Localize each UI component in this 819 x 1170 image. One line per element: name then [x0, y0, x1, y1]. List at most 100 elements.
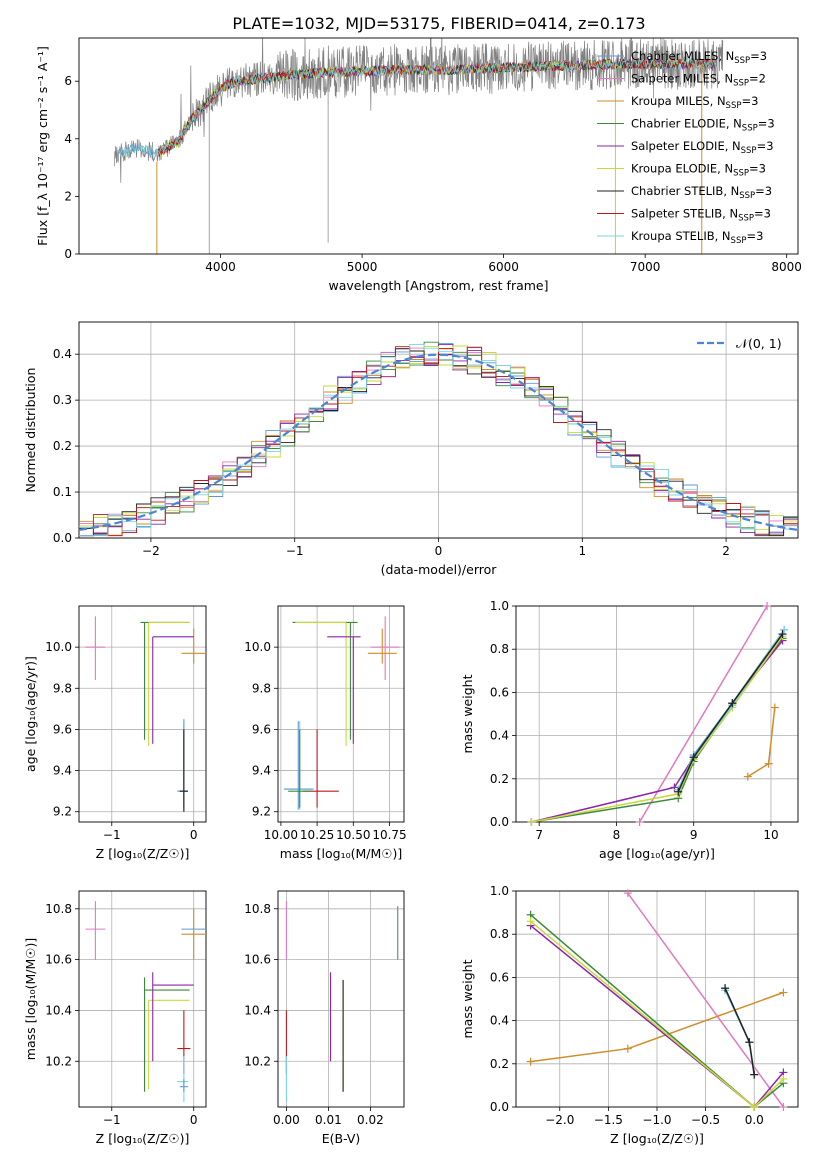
- x-tick-label: 0.01: [315, 1113, 342, 1127]
- y-tick-label: 0.2: [490, 1057, 509, 1071]
- axes-weight_vs_Z: −2.0 −1.5 −1.0 −0.5 0.0 0.0 0.2 0.4 0.6 0.8 1.0 Z […: [460, 884, 799, 1146]
- legend-label: Salpeter MILES, NSSP=2: [631, 72, 766, 89]
- x-axis-label: mass [log₁₀(M/M☉)]: [280, 846, 402, 861]
- y-tick-label: 0.3: [53, 393, 72, 407]
- axes-mass_vs_Z: −1 0 10.2 10.4 10.6 10.8 Z [log₁₀(Z/Z☉)] mass […: [23, 890, 207, 1146]
- errorbars-age_vs_Z: [85, 616, 206, 812]
- x-tick-label: 2: [722, 544, 730, 558]
- y-tick-label: 0.8: [490, 927, 509, 941]
- y-tick-label: 0.0: [53, 531, 72, 545]
- x-axis-label: Z [log₁₀(Z/Z☉)]: [96, 846, 190, 861]
- y-tick-label: 10.4: [45, 1003, 72, 1017]
- legend-label: Chabrier MILES, NSSP=3: [631, 49, 767, 66]
- axes-frame: [277, 890, 405, 1108]
- x-tick-label: 7: [535, 828, 543, 842]
- weight-line: [677, 633, 784, 793]
- y-tick-label: 4: [64, 132, 72, 146]
- axes-frame: [515, 605, 799, 823]
- y-tick-label: 6: [64, 74, 72, 88]
- y-tick-label: 10.6: [45, 953, 72, 967]
- y-tick-label: 1.0: [490, 599, 509, 613]
- axes-age_vs_Z: −1 0 9.2 9.4 9.6 9.8 10.0 Z [log₁₀(Z/Z☉)] age [l…: [23, 605, 207, 861]
- axes-frame: [78, 605, 207, 823]
- y-tick-label: 0.2: [490, 772, 509, 786]
- x-tick-label: 10.50: [336, 828, 370, 842]
- spectrum-legend: Chabrier MILES, NSSP=3 Salpeter MILES, NS…: [597, 49, 775, 246]
- x-tick-label: 8: [613, 828, 621, 842]
- y-tick-label: 0.6: [490, 970, 509, 984]
- y-tick-label: 10.0: [244, 640, 271, 654]
- legend-label: Kroupa ELODIE, NSSP=3: [631, 162, 766, 179]
- y-tick-label: 9.2: [53, 805, 72, 819]
- y-tick-label: 10.2: [45, 1054, 72, 1068]
- x-tick-label: 0: [190, 828, 198, 842]
- legend-label: Chabrier ELODIE, NSSP=3: [631, 117, 775, 134]
- weight-line: [531, 635, 784, 823]
- y-tick-label: 10.8: [45, 902, 72, 916]
- x-tick-label: 0.0: [745, 1113, 764, 1127]
- x-tick-label: −2: [142, 544, 160, 558]
- x-tick-label: −2.0: [545, 1113, 574, 1127]
- errorbars-mass_vs_Z: [85, 901, 206, 1102]
- y-tick-label: 0.4: [53, 347, 72, 361]
- axes-weight_vs_age: 7 8 9 10 0.0 0.2 0.4 0.6 0.8 1.0 age [log₁₀(age/yr…: [460, 599, 799, 861]
- x-tick-label: 4000: [205, 260, 236, 274]
- y-tick-label: 0: [64, 247, 72, 261]
- y-tick-label: 10.2: [244, 1054, 271, 1068]
- axes-frame: [515, 890, 799, 1108]
- y-tick-label: 0.4: [490, 1014, 509, 1028]
- y-tick-label: 9.6: [53, 722, 72, 736]
- x-tick-label: 10: [763, 828, 778, 842]
- figure-title: PLATE=1032, MJD=53175, FIBERID=0414, z=0…: [232, 14, 645, 33]
- x-tick-label: 1: [578, 544, 586, 558]
- y-tick-label: 0.0: [490, 1100, 509, 1114]
- x-tick-label: 0: [435, 544, 443, 558]
- y-tick-label: 10.0: [45, 640, 72, 654]
- y-tick-label: 9.8: [53, 681, 72, 695]
- x-tick-label: −1: [103, 1113, 121, 1127]
- x-tick-label: 10.25: [300, 828, 334, 842]
- axes-frame: [78, 890, 207, 1108]
- x-tick-label: 8000: [771, 260, 802, 274]
- y-axis-label: Normed distribution: [23, 368, 38, 493]
- y-tick-label: 0.4: [490, 729, 509, 743]
- histogram-step: [79, 343, 798, 537]
- y-axis-label: age [log₁₀(age/yr)]: [23, 656, 38, 772]
- model-fit-line: [158, 58, 716, 157]
- histogram-step: [79, 346, 798, 537]
- x-tick-label: 10.00: [264, 828, 298, 842]
- y-tick-label: 0.6: [490, 685, 509, 699]
- histograms: 𝒩(0, 1): [78, 336, 799, 537]
- axes-age_vs_mass: 10.00 10.25 10.50 10.75 9.2 9.4 9.6 9.8 10.0 mass…: [244, 605, 407, 861]
- y-axis-label: mass weight: [460, 959, 475, 1038]
- axes-spectrum: 4000 5000 6000 7000 8000 0 2 4 6 wavelength [Angs…: [35, 37, 802, 293]
- x-tick-label: −1.5: [594, 1113, 623, 1127]
- weight-line: [627, 892, 785, 1108]
- x-axis-label: (data-model)/error: [381, 562, 498, 577]
- axes-frame: [277, 605, 405, 823]
- y-tick-label: 10.6: [244, 953, 271, 967]
- y-tick-label: 0.0: [490, 815, 509, 829]
- x-tick-label: 7000: [630, 260, 661, 274]
- x-axis-label: wavelength [Angstrom, rest frame]: [328, 278, 548, 293]
- x-tick-label: 10.75: [372, 828, 406, 842]
- lines-weight_vs_Z: [526, 889, 788, 1111]
- y-tick-label: 0.1: [53, 485, 72, 499]
- x-tick-label: 0.00: [273, 1113, 300, 1127]
- errorbars-age_vs_mass: [283, 616, 400, 810]
- y-tick-label: 9.4: [252, 764, 271, 778]
- legend-label: Chabrier STELIB, NSSP=3: [631, 184, 772, 201]
- y-tick-label: 10.8: [244, 902, 271, 916]
- x-tick-label: 0: [190, 1113, 198, 1127]
- x-tick-label: 9: [690, 828, 698, 842]
- axes-frame: [78, 37, 799, 255]
- x-tick-label: −1: [103, 828, 121, 842]
- x-tick-label: −0.5: [691, 1113, 720, 1127]
- errorbars-mass_vs_EBV: [285, 901, 399, 1102]
- x-tick-label: 6000: [488, 260, 519, 274]
- y-tick-label: 0.8: [490, 642, 509, 656]
- x-axis-label: Z [log₁₀(Z/Z☉)]: [610, 1131, 704, 1146]
- y-tick-label: 10.4: [244, 1003, 271, 1017]
- axes-mass_vs_EBV: 0.00 0.01 0.02 10.2 10.4 10.6 10.8 E(B-V): [244, 890, 405, 1146]
